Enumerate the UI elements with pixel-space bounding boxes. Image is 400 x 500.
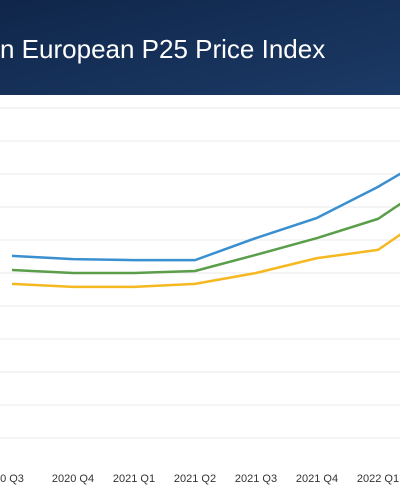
x-tick-label: 2021 Q2 [174, 473, 216, 485]
x-tick-label: 2021 Q3 [235, 473, 277, 485]
series-line [11, 172, 400, 262]
chart-title: n European P25 Price Index [0, 34, 325, 64]
series-line [11, 202, 400, 275]
x-tick-label: 2021 Q1 [113, 473, 155, 485]
x-tick-label: 0 Q3 [0, 473, 24, 485]
series-line [11, 233, 400, 289]
header-band [0, 0, 400, 95]
x-tick-label: 2022 Q1 [357, 473, 399, 485]
x-tick-label: 2021 Q4 [296, 473, 338, 485]
x-tick-label: 2020 Q4 [52, 473, 94, 485]
